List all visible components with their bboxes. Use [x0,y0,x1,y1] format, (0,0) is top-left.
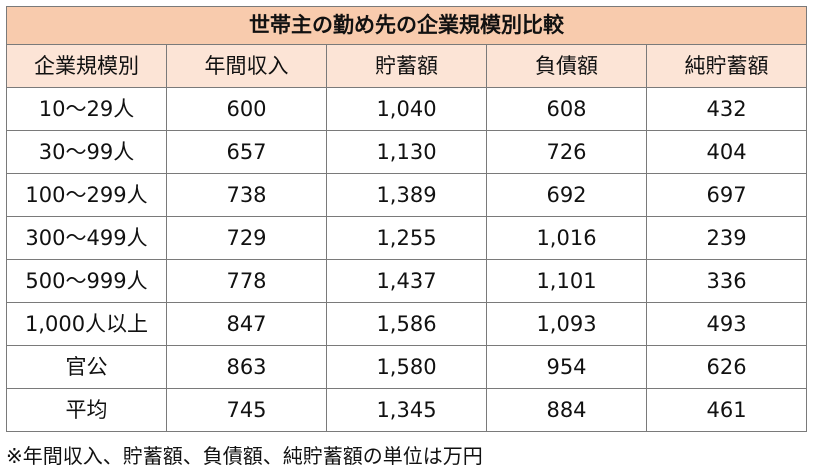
annual-income-cell: 863 [166,345,327,389]
annual-income-cell: 847 [166,302,327,346]
debt-cell: 692 [486,173,647,217]
savings-cell: 1,586 [326,302,487,346]
row-label-cell: 官公 [6,345,167,389]
row-label-cell: 30〜99人 [6,130,167,174]
header-cell-annual-income: 年間収入 [166,44,327,88]
net-savings-cell: 493 [645,302,808,346]
savings-cell: 1,255 [326,216,487,260]
comparison-table: 世帯主の勤め先の企業規模別比較 企業規模別 年間収入 貯蓄額 負債額 純貯蓄額 … [5,6,808,432]
debt-cell: 726 [486,130,647,174]
annual-income-cell: 738 [166,173,327,217]
savings-cell: 1,389 [326,173,487,217]
annual-income-cell: 778 [166,259,327,303]
savings-cell: 1,130 [326,130,487,174]
debt-cell: 608 [486,87,647,131]
title-row: 世帯主の勤め先の企業規模別比較 [5,6,808,45]
savings-cell: 1,437 [326,259,487,303]
row-label-cell: 平均 [6,388,167,432]
table-row: 500〜999人 778 1,437 1,101 336 [6,259,808,303]
debt-cell: 1,093 [486,302,647,346]
header-cell-debt: 負債額 [486,44,647,88]
table-row: 30〜99人 657 1,130 726 404 [6,130,808,174]
header-cell-net-savings: 純貯蓄額 [645,44,808,88]
table-row: 官公 863 1,580 954 626 [6,345,808,389]
net-savings-cell: 697 [645,173,808,217]
row-label-cell: 10〜29人 [6,87,167,131]
net-savings-cell: 239 [645,216,808,260]
net-savings-cell: 336 [645,259,808,303]
savings-cell: 1,040 [326,87,487,131]
debt-cell: 1,101 [486,259,647,303]
row-label-cell: 300〜499人 [6,216,167,260]
net-savings-cell: 404 [645,130,808,174]
row-label-cell: 500〜999人 [6,259,167,303]
net-savings-cell: 461 [645,388,808,432]
net-savings-cell: 626 [645,345,808,389]
debt-cell: 1,016 [486,216,647,260]
unit-note: ※年間収入、貯蓄額、負債額、純貯蓄額の単位は万円 [6,444,483,468]
debt-cell: 884 [486,388,647,432]
row-label-cell: 1,000人以上 [6,302,167,346]
table-row: 300〜499人 729 1,255 1,016 239 [6,216,808,260]
annual-income-cell: 745 [166,388,327,432]
header-row: 企業規模別 年間収入 貯蓄額 負債額 純貯蓄額 [6,44,808,88]
table-row: 1,000人以上 847 1,586 1,093 493 [6,302,808,346]
header-cell-savings: 貯蓄額 [326,44,487,88]
annual-income-cell: 657 [166,130,327,174]
annual-income-cell: 600 [166,87,327,131]
annual-income-cell: 729 [166,216,327,260]
savings-cell: 1,345 [326,388,487,432]
header-cell-company-size: 企業規模別 [6,44,167,88]
row-label-cell: 100〜299人 [6,173,167,217]
savings-cell: 1,580 [326,345,487,389]
table-row: 100〜299人 738 1,389 692 697 [6,173,808,217]
table-title: 世帯主の勤め先の企業規模別比較 [5,6,808,45]
table-row: 10〜29人 600 1,040 608 432 [6,87,808,131]
net-savings-cell: 432 [645,87,808,131]
table-row: 平均 745 1,345 884 461 [6,388,808,432]
debt-cell: 954 [486,345,647,389]
